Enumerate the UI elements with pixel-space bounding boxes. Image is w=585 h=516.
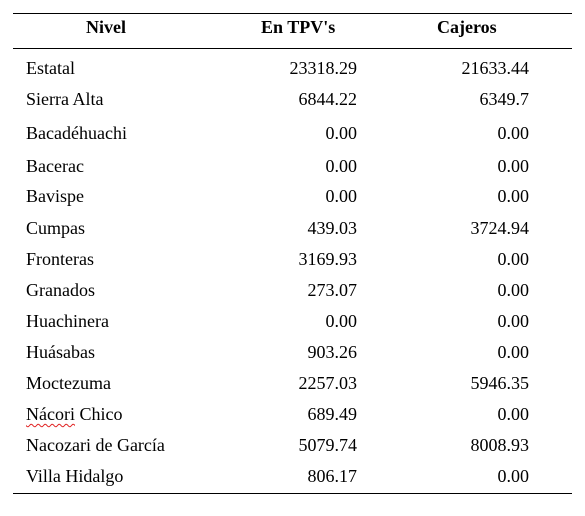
- table-row: Sierra Alta 6844.22 6349.7: [0, 88, 585, 110]
- table-row: Huachinera 0.00 0.00: [0, 310, 585, 332]
- cell-tpv: 439.03: [307, 218, 358, 238]
- cell-cajeros: 8008.93: [470, 435, 530, 455]
- cell-tpv: 0.00: [325, 156, 358, 176]
- cell-nivel: Nacozari de García: [26, 435, 165, 455]
- cell-tpv: 2257.03: [298, 373, 358, 393]
- cell-cajeros: 6349.7: [479, 89, 530, 109]
- cell-tpv: 689.49: [307, 404, 358, 424]
- cell-tpv: 6844.22: [298, 89, 358, 109]
- table-row: Nácori Chico 689.49 0.00: [0, 403, 585, 425]
- cell-cajeros: 0.00: [497, 311, 530, 331]
- table-row: Bavispe 0.00 0.00: [0, 185, 585, 207]
- table-row: Estatal 23318.29 21633.44: [0, 57, 585, 79]
- cell-nivel: Bacadéhuachi: [26, 123, 127, 143]
- cell-tpv: 5079.74: [298, 435, 358, 455]
- cell-tpv: 273.07: [307, 280, 358, 300]
- cell-tpv: 0.00: [325, 311, 358, 331]
- cell-tpv: 0.00: [325, 186, 358, 206]
- cell-nivel: Sierra Alta: [26, 89, 104, 109]
- table-row: Bacerac 0.00 0.00: [0, 155, 585, 177]
- header-cajeros: Cajeros: [437, 17, 497, 37]
- cell-nivel: Nácori Chico: [26, 403, 122, 425]
- table-row: Fronteras 3169.93 0.00: [0, 248, 585, 270]
- table-bottom-rule: [13, 493, 572, 494]
- cell-nivel: Bavispe: [26, 186, 84, 206]
- cell-cajeros: 0.00: [497, 404, 530, 424]
- table-row: Villa Hidalgo 806.17 0.00: [0, 465, 585, 487]
- cell-nivel: Moctezuma: [26, 373, 111, 393]
- cell-tpv: 0.00: [325, 123, 358, 143]
- cell-cajeros: 0.00: [497, 249, 530, 269]
- cell-nivel: Huachinera: [26, 311, 109, 331]
- table-row: Huásabas 903.26 0.00: [0, 341, 585, 363]
- cell-nivel: Fronteras: [26, 249, 94, 269]
- cell-tpv: 3169.93: [298, 249, 358, 269]
- table-row: Bacadéhuachi 0.00 0.00: [0, 122, 585, 144]
- header-en-tpvs: En TPV's: [261, 17, 336, 37]
- table-row: Granados 273.07 0.00: [0, 279, 585, 301]
- spellcheck-flagged-word: Nácori: [26, 404, 75, 424]
- cell-nivel: Bacerac: [26, 156, 84, 176]
- cell-tpv: 806.17: [307, 466, 358, 486]
- table-row: Nacozari de García 5079.74 8008.93: [0, 434, 585, 456]
- cell-nivel: Granados: [26, 280, 95, 300]
- table-top-rule: [13, 13, 572, 14]
- cell-cajeros: 0.00: [497, 123, 530, 143]
- cell-cajeros: 3724.94: [470, 218, 530, 238]
- cell-cajeros: 0.00: [497, 186, 530, 206]
- cell-nivel: Huásabas: [26, 342, 95, 362]
- cell-nivel: Estatal: [26, 58, 75, 78]
- header-bottom-rule: [13, 48, 572, 49]
- cell-nivel: Villa Hidalgo: [26, 466, 124, 486]
- header-nivel: Nivel: [86, 17, 126, 37]
- cell-tpv: 23318.29: [289, 58, 358, 78]
- cell-nivel-rest: Chico: [74, 404, 123, 424]
- cell-cajeros: 5946.35: [470, 373, 530, 393]
- cell-cajeros: 0.00: [497, 466, 530, 486]
- cell-cajeros: 0.00: [497, 156, 530, 176]
- cell-cajeros: 21633.44: [461, 58, 530, 78]
- table-row: Moctezuma 2257.03 5946.35: [0, 372, 585, 394]
- cell-tpv: 903.26: [307, 342, 358, 362]
- table-row: Cumpas 439.03 3724.94: [0, 217, 585, 239]
- cell-cajeros: 0.00: [497, 280, 530, 300]
- cell-nivel: Cumpas: [26, 218, 86, 238]
- cell-cajeros: 0.00: [497, 342, 530, 362]
